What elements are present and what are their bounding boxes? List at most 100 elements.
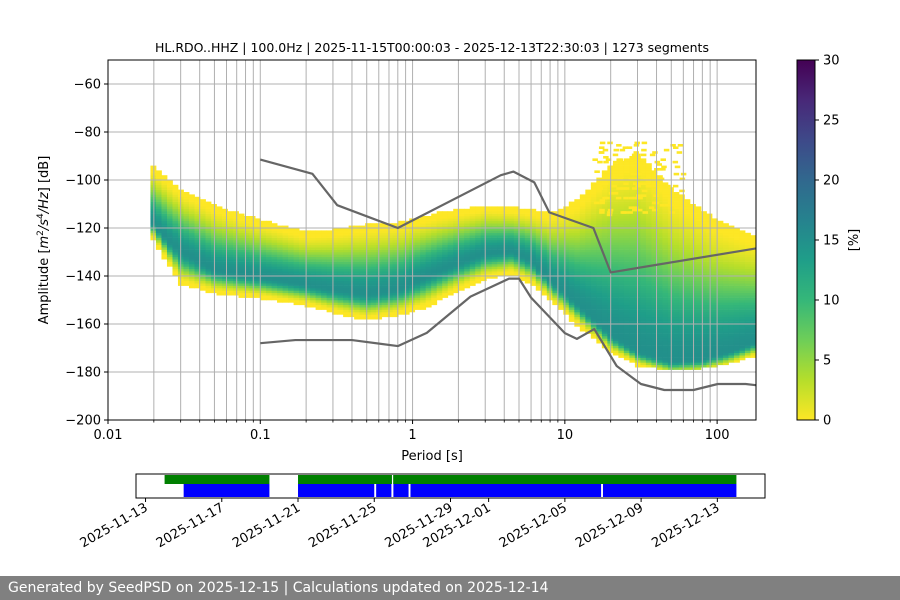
ppsd-cell [601, 170, 608, 174]
ppsd-cell [370, 225, 377, 229]
ppsd-cell [332, 259, 339, 262]
ppsd-cell [199, 218, 206, 222]
ppsd-cell [535, 235, 542, 238]
ppsd-cell [530, 216, 537, 219]
ppsd-cell [194, 244, 201, 248]
ppsd-cell [541, 278, 548, 282]
ppsd-cell [722, 225, 729, 229]
ppsd-cell [684, 283, 691, 286]
ppsd-cell [574, 235, 581, 238]
ppsd-cell [695, 285, 702, 289]
ppsd-cell [238, 225, 245, 229]
ppsd-cell [678, 285, 685, 289]
ppsd-cell [337, 256, 344, 260]
ppsd-cell [579, 309, 586, 313]
ppsd-cell [469, 264, 476, 267]
ppsd-cell [722, 352, 729, 356]
ppsd-cell [227, 285, 234, 289]
ppsd-cell [524, 211, 531, 214]
ppsd-cell [524, 242, 531, 246]
ppsd-cell [310, 261, 316, 265]
ppsd-cell [387, 266, 394, 270]
ppsd-cell [216, 225, 223, 229]
ppsd-cell [656, 237, 663, 241]
ppsd-cell [662, 201, 669, 205]
ppsd-cell [299, 278, 305, 282]
ppsd-cell [365, 302, 372, 306]
ppsd-cell [315, 276, 322, 279]
ppsd-cell [304, 247, 311, 250]
ppsd-cell [596, 268, 603, 272]
ppsd-cell [155, 220, 162, 224]
ppsd-cell [640, 350, 647, 354]
ppsd-cell [508, 230, 515, 234]
ppsd-cell [332, 273, 339, 277]
ppsd-cell [612, 302, 619, 306]
ppsd-cell [166, 213, 173, 217]
ppsd-cell [420, 307, 427, 310]
ppsd-cell [486, 264, 493, 267]
ppsd-cell [194, 237, 201, 241]
ppsd-cell [199, 223, 206, 226]
ppsd-cell [194, 283, 201, 286]
ppsd-cell [425, 232, 432, 236]
ppsd-cell [365, 235, 372, 238]
ppsd-cell [722, 314, 729, 318]
ppsd-cell [183, 199, 190, 202]
ppsd-cell [618, 199, 625, 202]
ppsd-cell [277, 292, 283, 296]
ppsd-cell [700, 362, 707, 366]
ppsd-cell [706, 319, 713, 322]
ppsd-cell [332, 288, 339, 291]
ppsd-cell [392, 271, 399, 274]
ppsd-cell [563, 266, 570, 270]
ppsd-cell [233, 254, 239, 258]
ppsd-cell [260, 235, 267, 238]
ppsd-cell [596, 297, 603, 301]
ppsd-cell [332, 228, 339, 231]
ppsd-cell [623, 213, 630, 217]
ppsd-cell [304, 302, 311, 306]
ppsd-cell [733, 328, 740, 332]
ppsd-cell [293, 264, 300, 267]
ppsd-cell [623, 350, 630, 354]
ppsd-cell [464, 220, 471, 224]
ppsd-cell [233, 247, 239, 250]
ppsd-cell [673, 249, 680, 253]
ppsd-cell [656, 343, 663, 346]
ppsd-cell [656, 355, 663, 358]
ppsd-cell [585, 189, 592, 193]
ppsd-cell [244, 283, 250, 286]
ppsd-cell [651, 235, 658, 238]
ppsd-cell [304, 242, 311, 246]
ppsd-cell [249, 225, 256, 229]
ppsd-cell [387, 242, 394, 246]
ppsd-cell [233, 237, 239, 241]
ppsd-cell [695, 266, 702, 270]
ppsd-cell [574, 268, 581, 272]
ppsd-cell [678, 312, 685, 315]
ppsd-cell [343, 266, 350, 270]
ppsd-cell [321, 295, 328, 298]
ppsd-cell [266, 228, 272, 231]
ppsd-cell [623, 237, 630, 241]
ppsd-cell [271, 261, 278, 265]
ppsd-cell [678, 288, 685, 291]
ppsd-cell [629, 194, 636, 198]
ppsd-cell [431, 235, 438, 238]
ppsd-cell [497, 273, 504, 277]
ppsd-cell [271, 242, 278, 246]
ppsd-cell [188, 254, 195, 258]
ppsd-cell [706, 348, 713, 351]
ppsd-cell [293, 259, 300, 262]
ppsd-cell [475, 249, 482, 253]
ppsd-cell [233, 240, 239, 243]
ppsd-cell [645, 256, 652, 260]
ppsd-cell [700, 292, 707, 296]
ppsd-cell [359, 314, 366, 318]
ppsd-cell [255, 252, 261, 255]
ppsd-cell [431, 297, 438, 301]
ppsd-cell [662, 304, 669, 308]
ppsd-cell [695, 340, 702, 344]
ppsd-cell [700, 271, 707, 274]
